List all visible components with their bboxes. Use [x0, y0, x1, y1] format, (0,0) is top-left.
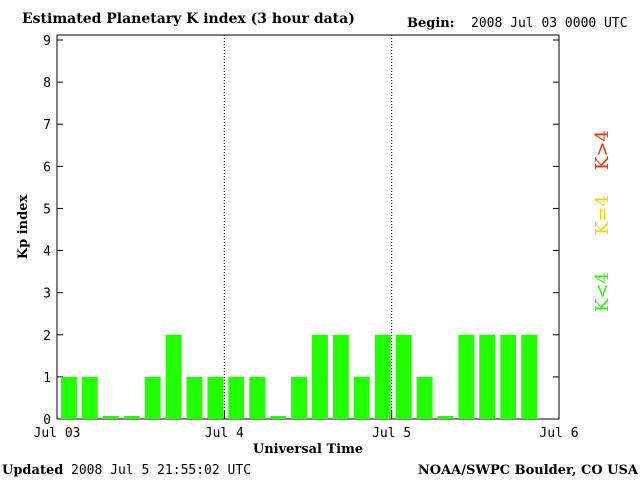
kp-bar [61, 376, 77, 419]
kp-bar [479, 334, 496, 419]
kp-bar [353, 376, 370, 419]
plot-frame [56, 34, 560, 420]
y-tick-label: 1 [43, 371, 51, 386]
kp-bar [228, 376, 245, 419]
y-tick-label: 7 [43, 118, 51, 133]
kp-bar [207, 376, 224, 419]
y-tick-label: 3 [43, 287, 51, 302]
kp-bar [312, 334, 328, 419]
x-axis-label: Universal Time [253, 442, 363, 457]
kp-bar [291, 376, 307, 419]
kp-bar [521, 334, 538, 419]
y-tick-label: 2 [43, 329, 51, 344]
kp-bar [102, 416, 119, 419]
y-tick-label: 8 [43, 76, 51, 91]
kp-bar [186, 376, 203, 419]
kp-bar [416, 376, 433, 419]
chart-title: Estimated Planetary K index (3 hour data… [22, 11, 355, 27]
y-tick-label: 6 [43, 160, 51, 175]
y-tick-label: 9 [43, 34, 51, 49]
x-tick-label: Jul 6 [539, 426, 578, 441]
kp-bar [395, 334, 412, 419]
kp-bar [144, 376, 161, 419]
source-credit: NOAA/SWPC Boulder, CO USA [418, 463, 639, 478]
y-axis-ticks: 0 1 2 3 4 5 6 7 8 9 [43, 34, 559, 428]
y-axis-label: Kp index [16, 195, 31, 260]
kp-bar [332, 334, 349, 419]
x-axis-ticks: Jul 03 Jul 4 Jul 5 Jul 6 [34, 411, 579, 441]
begin-value: 2008 Jul 03 0000 UTC [471, 16, 628, 31]
updated-value: 2008 Jul 5 21:55:02 UTC [71, 463, 251, 478]
legend-k-equal-4: K=4 [592, 195, 613, 235]
begin-label: Begin: [407, 16, 455, 31]
y-tick-label: 5 [43, 202, 51, 217]
y-tick-label: 4 [43, 245, 51, 260]
y-tick-label: 0 [43, 413, 51, 428]
legend-k-greater-4: K>4 [592, 130, 613, 170]
kp-bar [437, 416, 454, 419]
x-tick-label: Jul 4 [205, 426, 244, 441]
updated-label: Updated [2, 463, 63, 478]
kp-bar [123, 416, 140, 419]
kp-bar [165, 334, 182, 419]
kp-bar [81, 376, 98, 419]
day-dividers [223, 35, 393, 419]
kp-bar [249, 376, 266, 419]
kp-bar [270, 416, 287, 419]
bars-group [61, 334, 538, 419]
x-tick-label: Jul 03 [34, 426, 81, 441]
kp-bar [500, 334, 517, 419]
x-tick-label: Jul 5 [372, 426, 411, 441]
kp-bar [374, 334, 391, 419]
legend-k-less-4: K<4 [592, 272, 613, 312]
kp-bar [458, 334, 475, 419]
